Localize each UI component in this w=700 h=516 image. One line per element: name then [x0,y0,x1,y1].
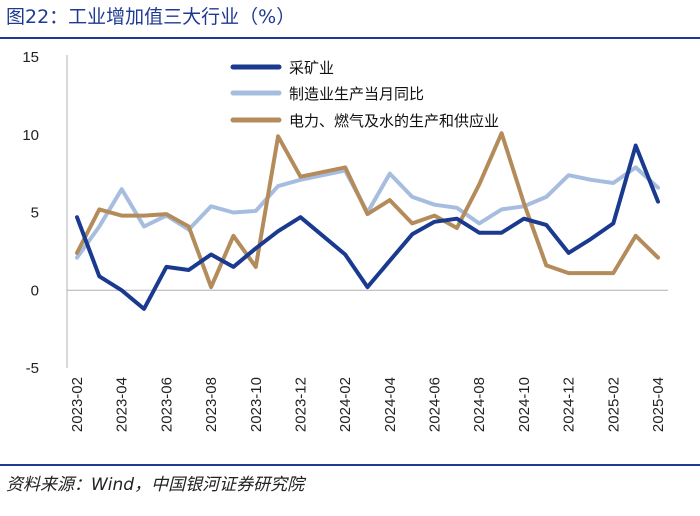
x-tick-label: 2023-12 [292,377,309,432]
x-tick-label: 2024-06 [427,377,444,432]
x-tick-label: 2024-02 [337,377,354,432]
series-line-2 [75,131,660,290]
title-rule [0,37,700,39]
x-tick-label: 2023-04 [114,377,131,432]
source-rule [0,464,700,466]
series-line-0 [75,143,660,311]
x-tick-label: 2023-10 [248,377,265,432]
figure-source: 资料来源：Wind，中国银河证券研究院 [6,475,305,495]
x-tick-label: 2025-02 [605,377,622,432]
y-tick-label: 5 [31,205,39,222]
legend-label: 采矿业 [289,59,334,77]
x-tick-label: 2023-08 [203,377,220,432]
legend-label: 电力、燃气及水的生产和供应业 [289,112,499,130]
x-tick-label: 2025-04 [650,377,667,432]
figure-title: 图22：工业增加值三大行业（%） [6,6,296,28]
chart-axes: 15 10 5 0 -5 2023-02 2023-04 2023-06 2023-08 2023… [22,49,668,432]
x-tick-label: 2024-08 [471,377,488,432]
legend-label: 制造业生产当月同比 [289,85,424,103]
x-tick-label: 2024-04 [382,377,399,432]
x-tick-label: 2023-02 [69,377,86,432]
x-tick-label: 2024-10 [516,377,533,432]
x-tick-label: 2024-12 [561,377,578,432]
y-tick-label: 15 [22,49,39,66]
chart-series [75,131,660,311]
y-tick-label: 0 [31,282,39,299]
y-tick-label: -5 [26,360,39,377]
y-tick-label: 10 [22,127,39,144]
x-tick-label: 2023-06 [158,377,175,432]
